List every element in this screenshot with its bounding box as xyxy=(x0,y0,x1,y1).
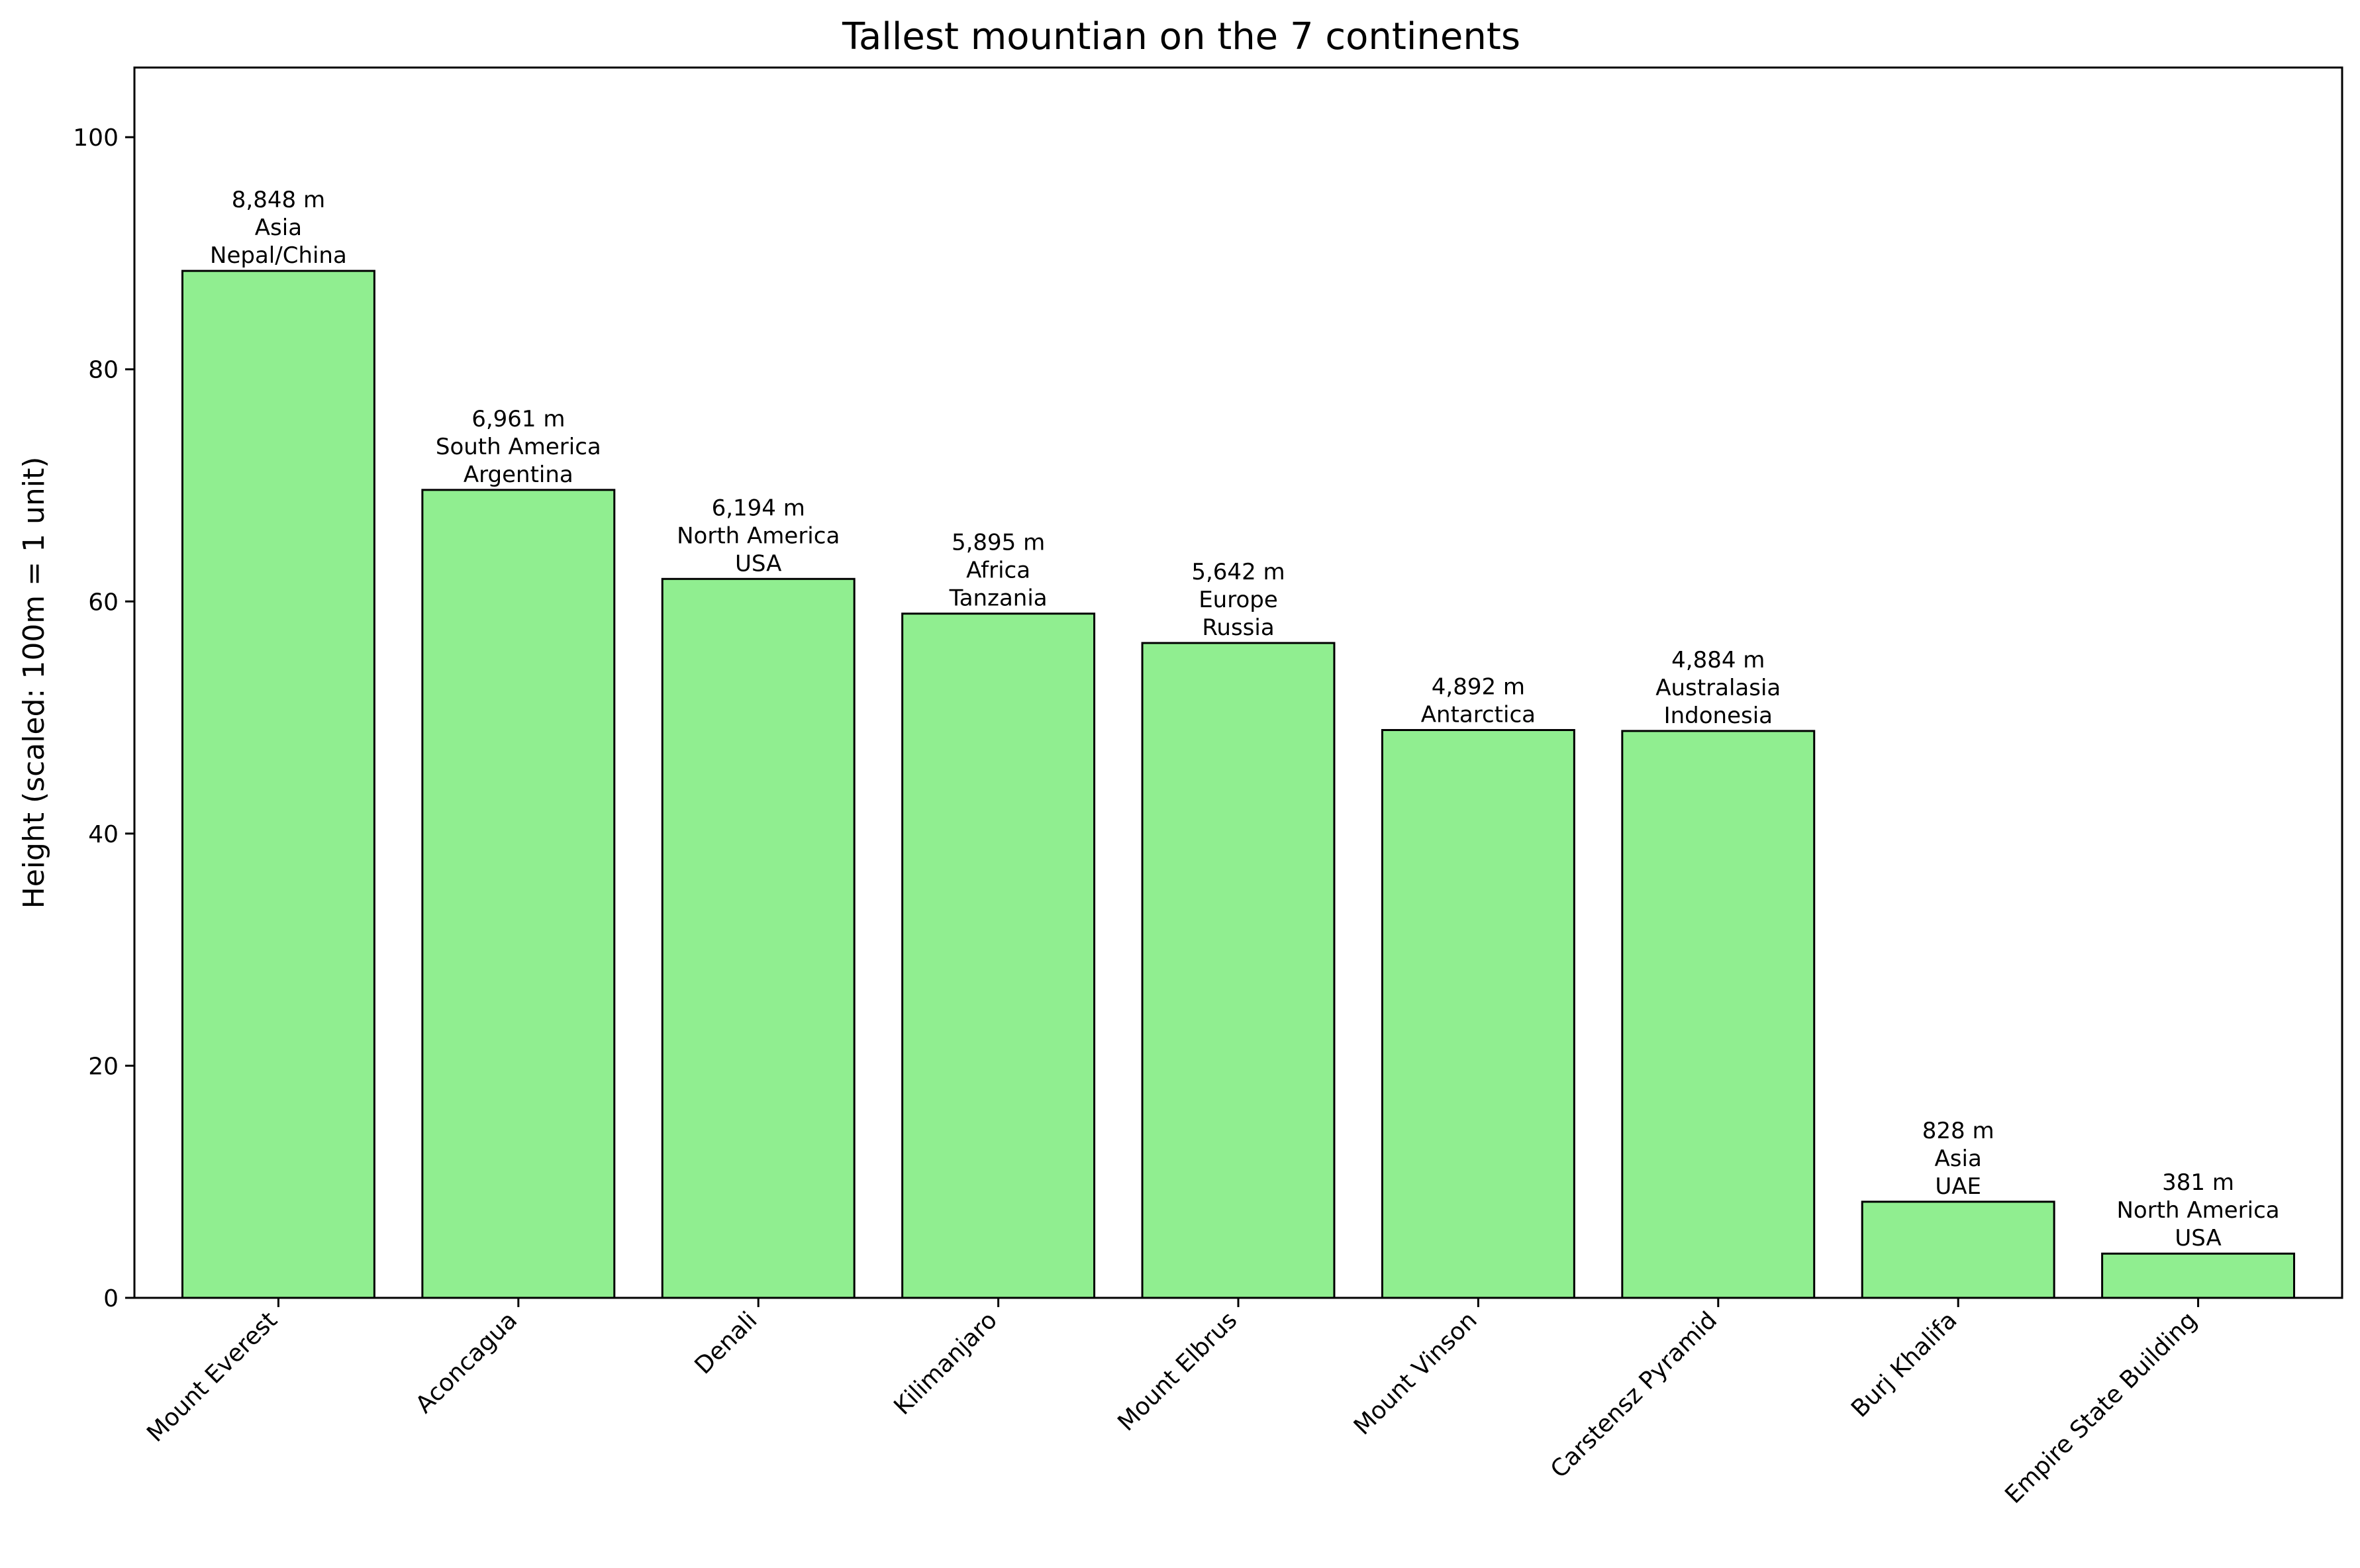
bar xyxy=(421,489,616,1299)
data-label: 8,848 m Asia Nepal/China xyxy=(210,187,347,269)
x-tick-label: Aconcagua xyxy=(411,1306,522,1418)
x-tick-label: Carstensz Pyramid xyxy=(1546,1306,1722,1483)
bar xyxy=(1861,1200,2055,1299)
bar xyxy=(661,577,856,1299)
bar xyxy=(1621,730,1816,1299)
x-tick-label: Denali xyxy=(689,1306,762,1379)
data-label: 5,895 m Africa Tanzania xyxy=(949,530,1048,612)
bar xyxy=(2101,1252,2296,1299)
x-tick-label: Empire State Building xyxy=(2000,1306,2202,1509)
chart-title: Tallest mountian on the 7 continents xyxy=(842,15,1520,58)
x-tick-label: Burj Khalifa xyxy=(1846,1306,1962,1422)
bar xyxy=(181,270,375,1299)
y-tick-label: 20 xyxy=(88,1053,119,1080)
data-label: 6,194 m North America USA xyxy=(677,495,840,577)
x-tick-label: Mount Elbrus xyxy=(1112,1306,1242,1436)
data-label: 4,884 m Australasia Indonesia xyxy=(1655,647,1781,729)
x-tick-label: Mount Vinson xyxy=(1349,1306,1483,1440)
y-tick-label: 0 xyxy=(103,1285,119,1312)
bar xyxy=(1141,642,1336,1299)
x-tick-label: Kilimanjaro xyxy=(889,1306,1003,1420)
bar xyxy=(901,612,1096,1299)
bars-group xyxy=(181,270,2296,1299)
y-axis-label: Height (scaled: 100m = 1 unit) xyxy=(17,457,51,909)
y-tick-label: 40 xyxy=(88,821,119,848)
data-label: 5,642 m Europe Russia xyxy=(1191,559,1285,641)
bar xyxy=(1381,729,1575,1299)
data-labels-group: 8,848 m Asia Nepal/China 6,961 m South Ameri… xyxy=(210,187,2280,1251)
y-tick-label: 100 xyxy=(73,124,119,152)
data-label: 381 m North America USA xyxy=(2116,1169,2279,1251)
y-tick-label: 80 xyxy=(88,357,119,384)
data-label: 4,892 m Antarctica xyxy=(1421,674,1536,728)
data-label: 828 m Asia UAE xyxy=(1922,1118,1994,1200)
data-label: 6,961 m South America Argentina xyxy=(436,406,601,488)
y-tick-label: 60 xyxy=(88,589,119,616)
x-tick-label: Mount Everest xyxy=(142,1306,282,1447)
